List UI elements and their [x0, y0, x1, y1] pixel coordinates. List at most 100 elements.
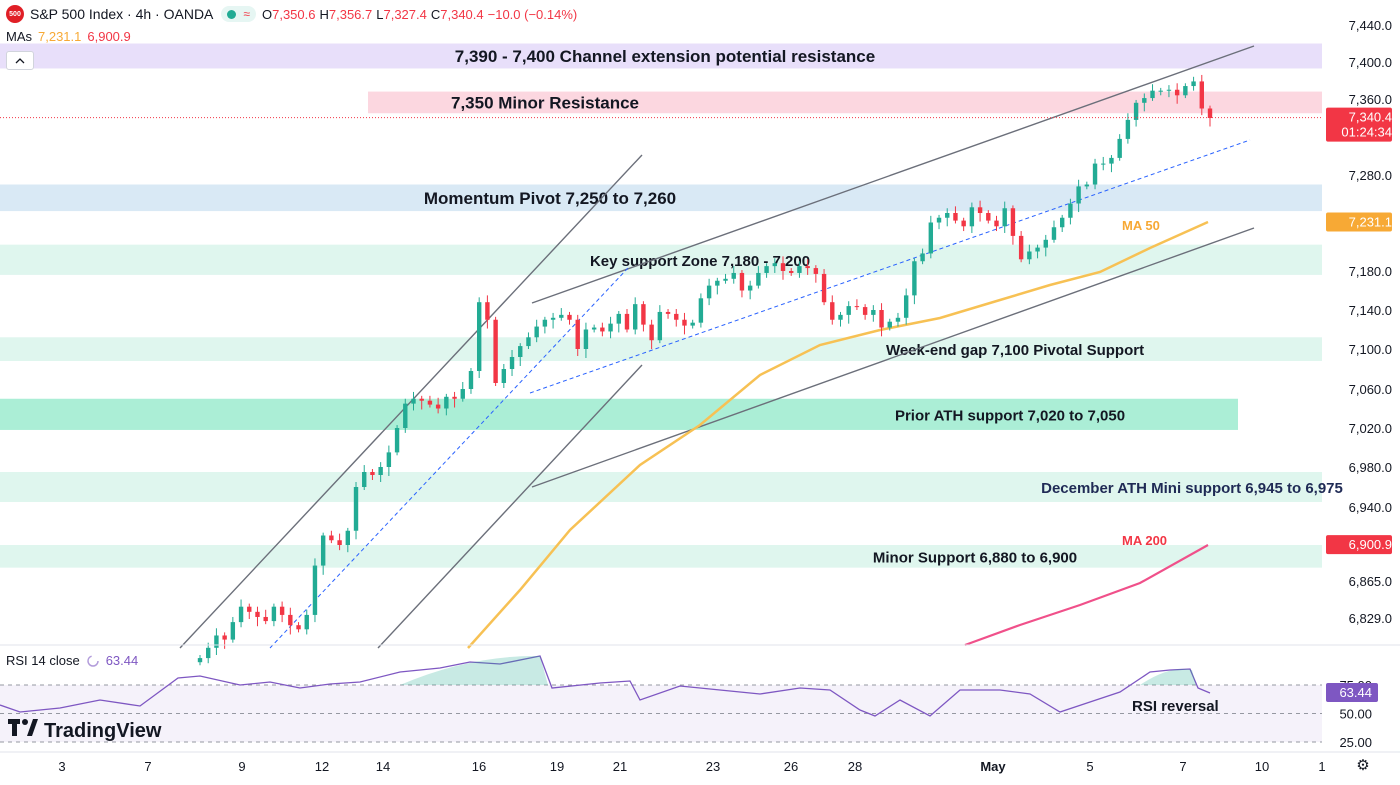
mas-legend[interactable]: MAs 7,231.1 6,900.9: [6, 29, 131, 44]
candle: [879, 303, 884, 337]
candle-body: [739, 272, 745, 291]
candle: [649, 319, 654, 349]
candle-body: [526, 337, 531, 347]
x-tick-label: 26: [784, 759, 798, 774]
candle: [797, 261, 802, 278]
candle-body: [936, 217, 942, 223]
candle: [1068, 198, 1073, 225]
candle: [920, 248, 925, 265]
zone-label: December ATH Mini support 6,945 to 6,975: [1041, 480, 1343, 497]
candle-body: [961, 220, 966, 227]
candle-body: [1117, 138, 1122, 158]
candle-body: [879, 310, 884, 328]
candle: [271, 603, 277, 627]
candle: [977, 200, 983, 222]
y-tick-label: 6,829.0: [1349, 611, 1392, 626]
candle: [370, 469, 375, 480]
candle: [353, 482, 359, 540]
candle-body: [1207, 108, 1213, 118]
candle-body: [419, 398, 424, 401]
collapse-legend-button[interactable]: [6, 51, 34, 70]
wave-icon: ≈: [243, 7, 250, 21]
y-tick-label: 7,020.0: [1349, 421, 1392, 436]
candle: [912, 258, 917, 305]
x-tick-label: 7: [144, 759, 151, 774]
candle: [214, 628, 219, 655]
rsi-label: RSI 14 close: [6, 653, 80, 668]
zone-band: [0, 545, 1322, 568]
y-tick-label: 7,060.0: [1349, 382, 1392, 397]
candle: [230, 616, 236, 643]
x-tick-label: 10: [1255, 759, 1269, 774]
y-tick-label: 6,980.0: [1349, 460, 1392, 475]
y-tick-label: 7,140.0: [1349, 303, 1392, 318]
candle-body: [854, 306, 860, 308]
candle: [1092, 158, 1098, 190]
candle-body: [1027, 251, 1032, 260]
market-status-pill[interactable]: ≈: [221, 6, 256, 22]
symbol-title[interactable]: S&P 500 Index · 4h · OANDA: [30, 6, 214, 22]
candle: [1018, 231, 1024, 263]
zone-label: Momentum Pivot 7,250 to 7,260: [424, 189, 676, 208]
candle-body: [945, 213, 950, 218]
candle-body: [263, 616, 268, 622]
candle-body: [1125, 119, 1131, 139]
candle-body: [764, 266, 769, 273]
candle: [583, 322, 589, 358]
candle: [452, 391, 457, 408]
rsi-value-tag: [1326, 683, 1378, 702]
candle: [698, 293, 704, 328]
trend-channel-line: [531, 227, 1255, 488]
zone-label: Key support Zone 7,180 - 7,200: [590, 253, 810, 270]
candle-body: [1191, 81, 1196, 87]
candle-body: [994, 220, 999, 227]
candle-body: [1101, 163, 1106, 165]
candle-body: [1133, 102, 1139, 120]
candle: [337, 533, 342, 551]
ma50-annotation: MA 50: [1122, 218, 1160, 233]
rsi-tick-label: 50.00: [1339, 707, 1372, 722]
candle-body: [394, 428, 400, 453]
candle: [403, 398, 408, 433]
settings-gear-icon[interactable]: ⚙: [1356, 757, 1370, 774]
candle-body: [903, 295, 909, 318]
y-tick-label: 7,400.0: [1349, 55, 1392, 70]
candle-body: [821, 273, 827, 303]
candle: [608, 316, 613, 339]
candle: [1142, 93, 1147, 112]
candle: [1043, 234, 1048, 257]
candle: [813, 265, 819, 283]
candle: [862, 304, 868, 320]
candle: [394, 425, 400, 456]
candle-body: [830, 302, 835, 320]
candle-body: [271, 606, 277, 622]
candle-body: [1068, 203, 1073, 218]
candle-body: [731, 272, 736, 279]
ma200-value: 6,900.9: [87, 29, 131, 44]
candle: [567, 311, 572, 325]
candle: [435, 397, 441, 414]
candle: [485, 295, 490, 329]
price-tag-label: 7,340.4: [1349, 110, 1392, 125]
tradingview-logo[interactable]: TradingView: [8, 719, 161, 743]
candle: [953, 206, 958, 224]
candle-body: [1150, 90, 1155, 99]
candle-body: [501, 369, 507, 383]
candle: [1027, 244, 1032, 265]
candle-body: [247, 606, 252, 612]
candle: [255, 606, 260, 627]
x-tick-label: 19: [550, 759, 564, 774]
candle: [747, 280, 753, 300]
candle-body: [698, 298, 704, 323]
candle-body: [1043, 239, 1048, 248]
rsi-legend[interactable]: RSI 14 close 63.44: [6, 653, 138, 668]
candle: [1076, 179, 1081, 213]
candle-body: [1018, 235, 1024, 260]
candle: [854, 299, 860, 310]
candle-body: [1158, 90, 1163, 92]
candle: [1174, 83, 1180, 104]
candle: [969, 202, 975, 233]
candle: [1183, 83, 1188, 99]
